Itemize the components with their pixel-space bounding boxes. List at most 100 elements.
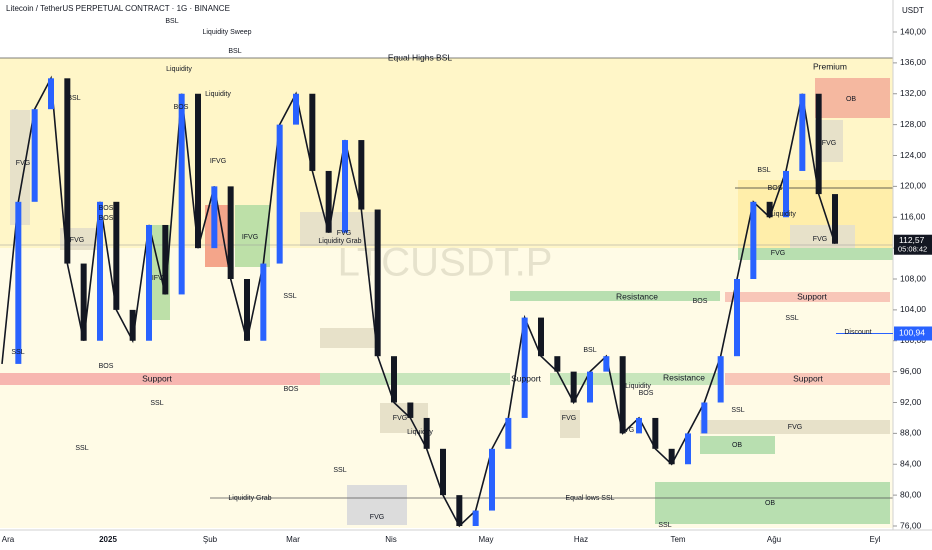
annotation: Liquidity Grab <box>318 238 361 245</box>
chart-title: Litecoin / TetherUS PERPETUAL CONTRACT ·… <box>6 4 230 13</box>
annotation: Liquidity <box>166 66 192 73</box>
x-tick-label: May <box>478 535 493 544</box>
annotation: Liquidity <box>625 383 651 390</box>
annotation: FVG <box>771 250 785 257</box>
x-tick-label: Tem <box>670 535 685 544</box>
annotation: OB <box>846 96 856 103</box>
candle <box>783 170 789 218</box>
annotation: BOS <box>99 215 114 222</box>
candle <box>685 433 691 465</box>
candle <box>146 224 152 341</box>
candle <box>734 279 740 357</box>
ob-zone <box>700 436 775 454</box>
annotation: SSL <box>150 400 163 407</box>
annotation: Support <box>793 373 823 383</box>
x-tick-label: 2025 <box>99 535 117 544</box>
candle <box>48 78 54 110</box>
candle <box>15 201 22 364</box>
candle <box>162 224 169 295</box>
candle <box>358 140 365 210</box>
annotation: BOS <box>99 205 114 212</box>
candle <box>227 186 234 279</box>
candle <box>456 495 463 526</box>
candle <box>440 448 446 496</box>
marker-box <box>894 326 932 341</box>
annotation: Liquidity <box>205 91 231 98</box>
annotation: BSL <box>757 167 770 174</box>
annotation: OB <box>765 500 775 507</box>
last-price-box <box>894 234 932 255</box>
candle <box>260 263 267 341</box>
fvg-zone <box>700 420 890 434</box>
candle <box>342 140 348 233</box>
candle <box>619 356 626 434</box>
candle <box>195 93 201 249</box>
candle <box>603 356 610 372</box>
annotation: Equal lows SSL <box>565 495 614 502</box>
candle <box>113 201 120 310</box>
annotation: FVG <box>337 230 351 237</box>
support-zone <box>0 373 320 385</box>
annotation: Discount <box>844 329 871 336</box>
y-tick-label: 84,00 <box>900 459 922 469</box>
fvg-zone <box>347 485 407 525</box>
candle <box>750 201 757 279</box>
annotation: Liquidity Sweep <box>202 29 251 36</box>
candle <box>374 209 381 357</box>
candle <box>407 402 414 418</box>
fvg-zone <box>320 328 376 348</box>
annotation: BSL <box>228 48 241 55</box>
annotation: Support <box>511 373 541 383</box>
candle <box>178 93 185 295</box>
x-tick-label: Mar <box>286 535 300 544</box>
candle <box>472 510 479 526</box>
candle <box>832 194 838 244</box>
candle <box>325 170 332 233</box>
y-tick-label: 136,00 <box>900 57 926 67</box>
annotation: Support <box>797 291 827 301</box>
annotation: Equal Highs BSL <box>388 52 453 62</box>
annotation: SSL <box>731 407 744 414</box>
candle <box>423 417 430 449</box>
annotation: BSL <box>67 95 80 102</box>
annotation: Liquidity <box>407 429 433 436</box>
support-zone <box>725 292 890 302</box>
fvg-zone <box>10 110 30 225</box>
candle <box>489 448 495 511</box>
annotation: BSL <box>583 347 596 354</box>
watermark: LTCUSDT.P <box>338 241 553 285</box>
annotation: BOS <box>284 386 299 393</box>
y-tick-label: 92,00 <box>900 397 922 407</box>
annotation: FVG <box>562 415 576 422</box>
countdown: 05:08:42 <box>898 245 927 254</box>
x-tick-label: Haz <box>574 535 588 544</box>
annotation: SSL <box>333 467 346 474</box>
annotation: FVG <box>16 160 30 167</box>
x-tick-label: Ara <box>2 535 15 544</box>
annotation: BSL <box>165 18 178 25</box>
zones <box>0 57 893 528</box>
annotation: Resistance <box>616 291 658 301</box>
x-tick-label: Şub <box>203 535 218 544</box>
annotation: IFVG <box>210 158 226 165</box>
y-tick-label: 96,00 <box>900 366 922 376</box>
fvg-zone <box>380 403 428 433</box>
annotation: Support <box>142 373 172 383</box>
annotation: SSL <box>658 522 671 529</box>
support-zone <box>725 373 890 385</box>
marker-price: 100,94 <box>899 328 925 338</box>
annotation: FVG <box>393 415 407 422</box>
candle <box>505 417 512 449</box>
y-tick-label: 116,00 <box>900 212 926 222</box>
candle <box>799 93 806 171</box>
annotation: IFVG <box>242 234 258 241</box>
annotation: IFVG <box>152 275 168 282</box>
y-tick-label: 124,00 <box>900 150 926 160</box>
annotation: SSL <box>785 315 798 322</box>
ob-zone <box>815 78 890 118</box>
candle <box>538 317 544 357</box>
candle <box>97 201 103 341</box>
candle <box>554 356 561 372</box>
candle <box>636 417 642 434</box>
x-tick-label: Eyl <box>869 535 880 544</box>
